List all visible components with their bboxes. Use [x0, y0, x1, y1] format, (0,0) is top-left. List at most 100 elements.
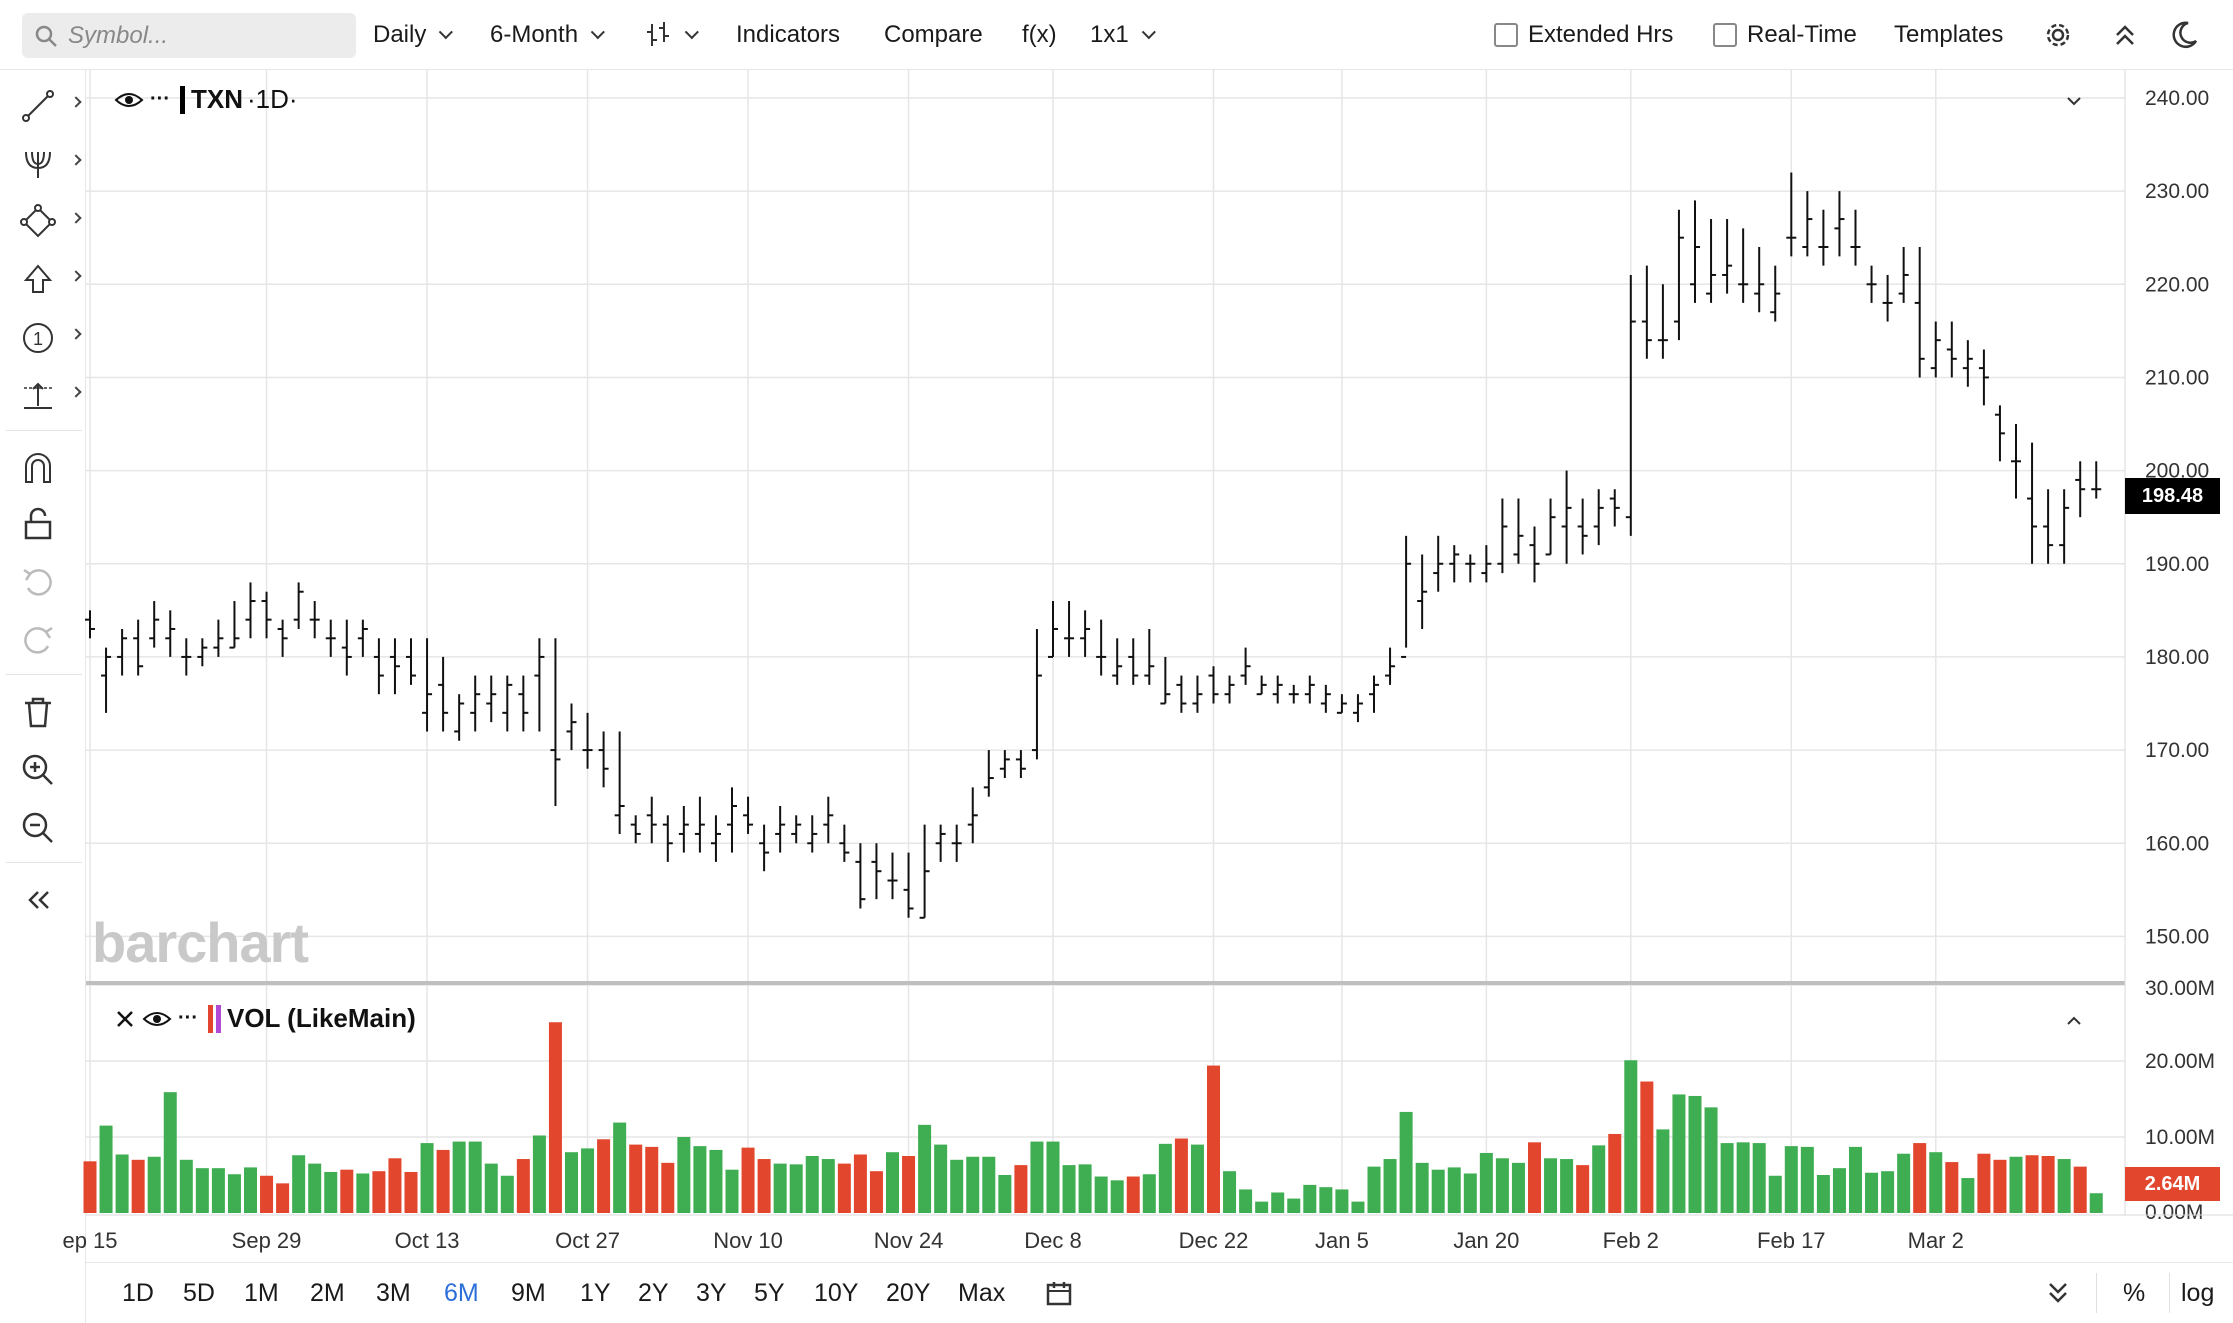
collapse-sidebar-button[interactable] — [20, 878, 76, 922]
volume-legend-label: VOL (LikeMain) — [226, 1003, 416, 1033]
ohlc-bar — [1641, 265, 1652, 359]
percent-scale-button[interactable]: % — [2123, 1278, 2146, 1307]
volume-bar — [1993, 1159, 2007, 1213]
ohlc-bar — [967, 787, 978, 844]
search-icon — [35, 25, 57, 47]
real-time-checkbox[interactable] — [1713, 23, 1737, 47]
search-input[interactable] — [68, 21, 338, 50]
range-button-2m[interactable]: 2M — [310, 1278, 345, 1307]
ohlc-bar — [422, 638, 433, 732]
volume-bar — [693, 1146, 707, 1213]
pitchfork-tool[interactable] — [20, 142, 82, 186]
extended-hours-checkbox[interactable] — [1494, 23, 1518, 47]
chevron-up-icon[interactable] — [2066, 1014, 2082, 1026]
ohlc-bar — [727, 787, 737, 853]
ohlc-bar — [229, 601, 240, 649]
layout-label: 1x1 — [1090, 21, 1129, 48]
range-button-10y[interactable]: 10Y — [814, 1278, 859, 1307]
zoom-in-button[interactable] — [20, 748, 76, 792]
volume-bar — [1431, 1169, 1445, 1213]
ohlc-bar — [2027, 442, 2038, 564]
volume-bar — [1158, 1143, 1172, 1213]
ohlc-bar — [1962, 340, 1973, 387]
volume-bar — [324, 1171, 338, 1213]
chevron-down-icon[interactable] — [2066, 96, 2082, 108]
ohlc-bar — [245, 582, 256, 639]
period-dropdown[interactable]: 6-Month — [490, 0, 605, 70]
more-icon[interactable]: ··· — [150, 88, 170, 110]
compare-button[interactable]: Compare — [884, 21, 983, 48]
ohlc-bar — [2059, 489, 2070, 564]
volume-bar — [420, 1143, 434, 1213]
grid-lines — [86, 70, 2125, 1213]
toolbar-divider — [6, 862, 82, 863]
volume-bar — [1062, 1165, 1076, 1213]
more-icon[interactable]: ··· — [178, 1007, 198, 1029]
eye-icon[interactable] — [142, 1009, 172, 1029]
range-button-1m[interactable]: 1M — [244, 1278, 279, 1307]
volume-bar — [597, 1139, 611, 1213]
ohlc-bar — [1786, 172, 1797, 257]
range-button-1y[interactable]: 1Y — [580, 1278, 611, 1307]
range-button-3m[interactable]: 3M — [376, 1278, 411, 1307]
range-button-9m[interactable]: 9M — [511, 1278, 546, 1307]
drawing-toolbar: 1 — [0, 70, 86, 1323]
undo-button[interactable] — [20, 560, 76, 604]
lock-tool[interactable] — [20, 502, 76, 546]
range-button-20y[interactable]: 20Y — [886, 1278, 931, 1307]
zoom-out-button[interactable] — [20, 806, 76, 850]
range-button-5y[interactable]: 5Y — [754, 1278, 785, 1307]
up-color-swatch — [215, 1004, 221, 1033]
volume-bar — [982, 1156, 996, 1213]
volume-tick-label: 0.00M — [2145, 1201, 2203, 1224]
shape-tool[interactable] — [20, 200, 82, 244]
volume-bar — [436, 1149, 450, 1213]
ohlc-bar — [149, 601, 160, 648]
extended-hours-toggle[interactable]: Extended Hrs — [1494, 0, 1673, 70]
arrow-tool[interactable] — [20, 258, 82, 302]
templates-button[interactable]: Templates — [1894, 21, 2004, 48]
date-range-button[interactable] — [1046, 1263, 1072, 1323]
log-scale-button[interactable]: log — [2181, 1278, 2215, 1307]
volume-bar — [195, 1168, 209, 1213]
close-icon[interactable] — [114, 1008, 136, 1030]
price-tick-label: 160.00 — [2145, 832, 2209, 855]
fx-button[interactable]: f(x) — [1022, 21, 1057, 48]
range-button-max[interactable]: Max — [958, 1278, 1006, 1307]
dark-mode-button[interactable] — [2168, 0, 2200, 70]
volume-bar — [741, 1147, 755, 1213]
annotation-tool[interactable]: 1 — [20, 316, 82, 360]
magnet-tool[interactable] — [20, 446, 76, 490]
volume-bar — [1110, 1180, 1124, 1213]
symbol-search[interactable] — [22, 13, 356, 58]
layout-dropdown[interactable]: 1x1 — [1090, 0, 1156, 70]
range-button-3y[interactable]: 3Y — [696, 1278, 727, 1307]
ohlc-bar — [85, 610, 95, 639]
interval-dropdown[interactable]: Daily — [373, 0, 454, 70]
ohlc-bar — [1818, 209, 1829, 266]
price-chart[interactable]: 240.00 230.00 220.00 210.00 200.00 190.00 180.… — [0, 0, 2233, 1262]
volume-bar — [1094, 1176, 1108, 1213]
settings-button[interactable] — [2043, 0, 2073, 70]
redo-button[interactable] — [20, 618, 76, 662]
delete-button[interactable] — [20, 690, 76, 734]
eye-icon[interactable] — [114, 90, 144, 110]
range-button-6m[interactable]: 6M — [444, 1278, 479, 1307]
real-time-toggle[interactable]: Real-Time — [1713, 0, 1857, 70]
range-button-5d[interactable]: 5D — [183, 1278, 215, 1307]
measure-tool[interactable] — [20, 374, 82, 418]
chart-type-dropdown[interactable] — [644, 0, 699, 70]
scroll-to-latest-button[interactable] — [2046, 1263, 2070, 1323]
range-button-1d[interactable]: 1D — [122, 1278, 154, 1307]
range-button-2y[interactable]: 2Y — [638, 1278, 669, 1307]
legend-timeframe: ·1D· — [246, 84, 298, 114]
ohlc-bar — [1224, 675, 1235, 704]
volume-bar — [2025, 1155, 2039, 1213]
indicators-button[interactable]: Indicators — [736, 21, 841, 48]
collapse-toolbar-button[interactable] — [2112, 0, 2138, 70]
time-tick-label: Mar 2 — [1908, 1228, 1964, 1253]
volume-bar — [1495, 1158, 1509, 1213]
volume-bar — [934, 1144, 948, 1213]
trendline-tool[interactable] — [20, 84, 82, 128]
volume-bar — [484, 1163, 498, 1213]
